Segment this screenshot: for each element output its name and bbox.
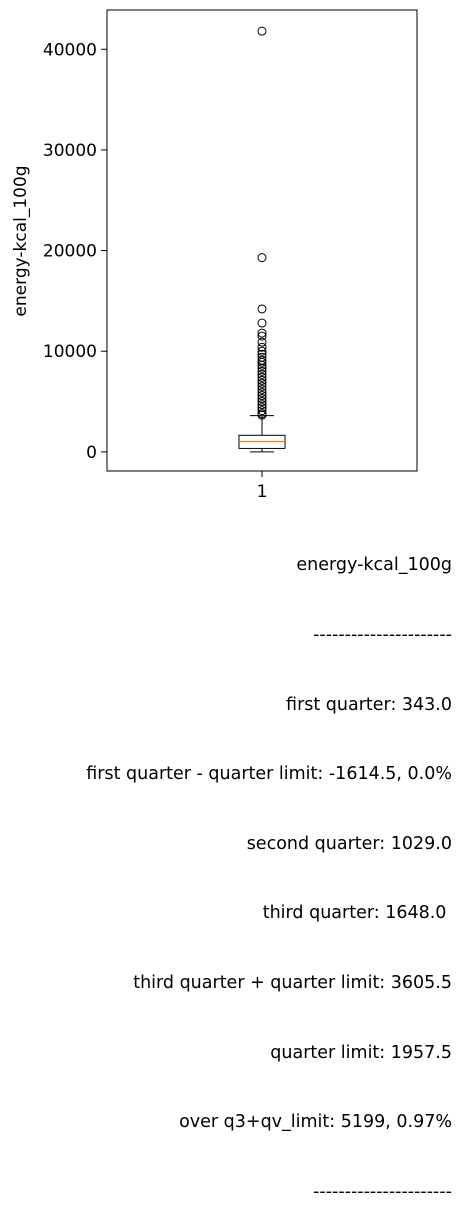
x-tick-label: 1 [257, 482, 268, 502]
y-tick-label: 30000 [43, 141, 97, 161]
y-tick-label: 0 [86, 443, 97, 463]
outlier-point [257, 397, 267, 407]
stats-over-limit: over q3+qv_limit: 5199, 0.97% [179, 1112, 452, 1133]
stats-quarter-limit: quarter limit: 1957.5 [270, 1042, 452, 1063]
outlier-point [257, 406, 267, 416]
outlier-points [257, 26, 267, 420]
outlier-point [257, 337, 267, 347]
outlier-point [257, 366, 267, 376]
stats-third-quarter: third quarter: 1648.0 [262, 903, 452, 924]
outlier-point [257, 391, 267, 401]
y-tick-label: 20000 [43, 242, 97, 262]
y-tick-label: 10000 [43, 342, 97, 362]
outlier-point [257, 384, 267, 394]
stats-upper-limit: third quarter + quarter limit: 3605.5 [133, 973, 452, 994]
box-series [238, 415, 286, 453]
stats-separator-top: ---------------------- [313, 625, 452, 646]
outlier-point [257, 394, 267, 404]
y-axis-label: energy-kcal_100g [11, 165, 31, 316]
outlier-point [257, 331, 267, 341]
outlier-point [257, 328, 267, 338]
outlier-point [257, 410, 267, 420]
box-plot: 0 10000 20000 30000 40000 1 energy-kcal_100g [11, 9, 418, 502]
outlier-point [257, 318, 267, 328]
outlier-point [257, 381, 267, 391]
outlier-point [257, 357, 267, 367]
x-axis: 1 [257, 471, 268, 502]
y-tick-label: 40000 [43, 40, 97, 60]
outlier-point [257, 26, 267, 36]
outlier-point [257, 363, 267, 373]
stats-second-quarter: second quarter: 1029.0 [246, 833, 452, 854]
stats-first-quarter: first quarter: 343.0 [286, 694, 452, 715]
outlier-point [257, 372, 267, 382]
outlier-point [257, 253, 267, 263]
outlier-point [257, 360, 267, 370]
outlier-point [257, 375, 267, 385]
y-axis: 0 10000 20000 30000 40000 [43, 40, 107, 463]
stats-title: energy-kcal_100g [296, 555, 452, 576]
outlier-point [257, 378, 267, 388]
outlier-point [257, 342, 267, 352]
outlier-point [257, 387, 267, 397]
outlier-point [257, 400, 267, 410]
outlier-point [257, 346, 267, 356]
statistics-summary: energy-kcal_100g ---------------------- … [0, 508, 452, 1227]
outlier-point [257, 369, 267, 379]
plot-area-frame [106, 9, 418, 472]
stats-separator-bottom: ---------------------- [313, 1181, 452, 1202]
stats-lower-limit: first quarter - quarter limit: -1614.5, … [86, 764, 452, 785]
outlier-point [257, 304, 267, 314]
